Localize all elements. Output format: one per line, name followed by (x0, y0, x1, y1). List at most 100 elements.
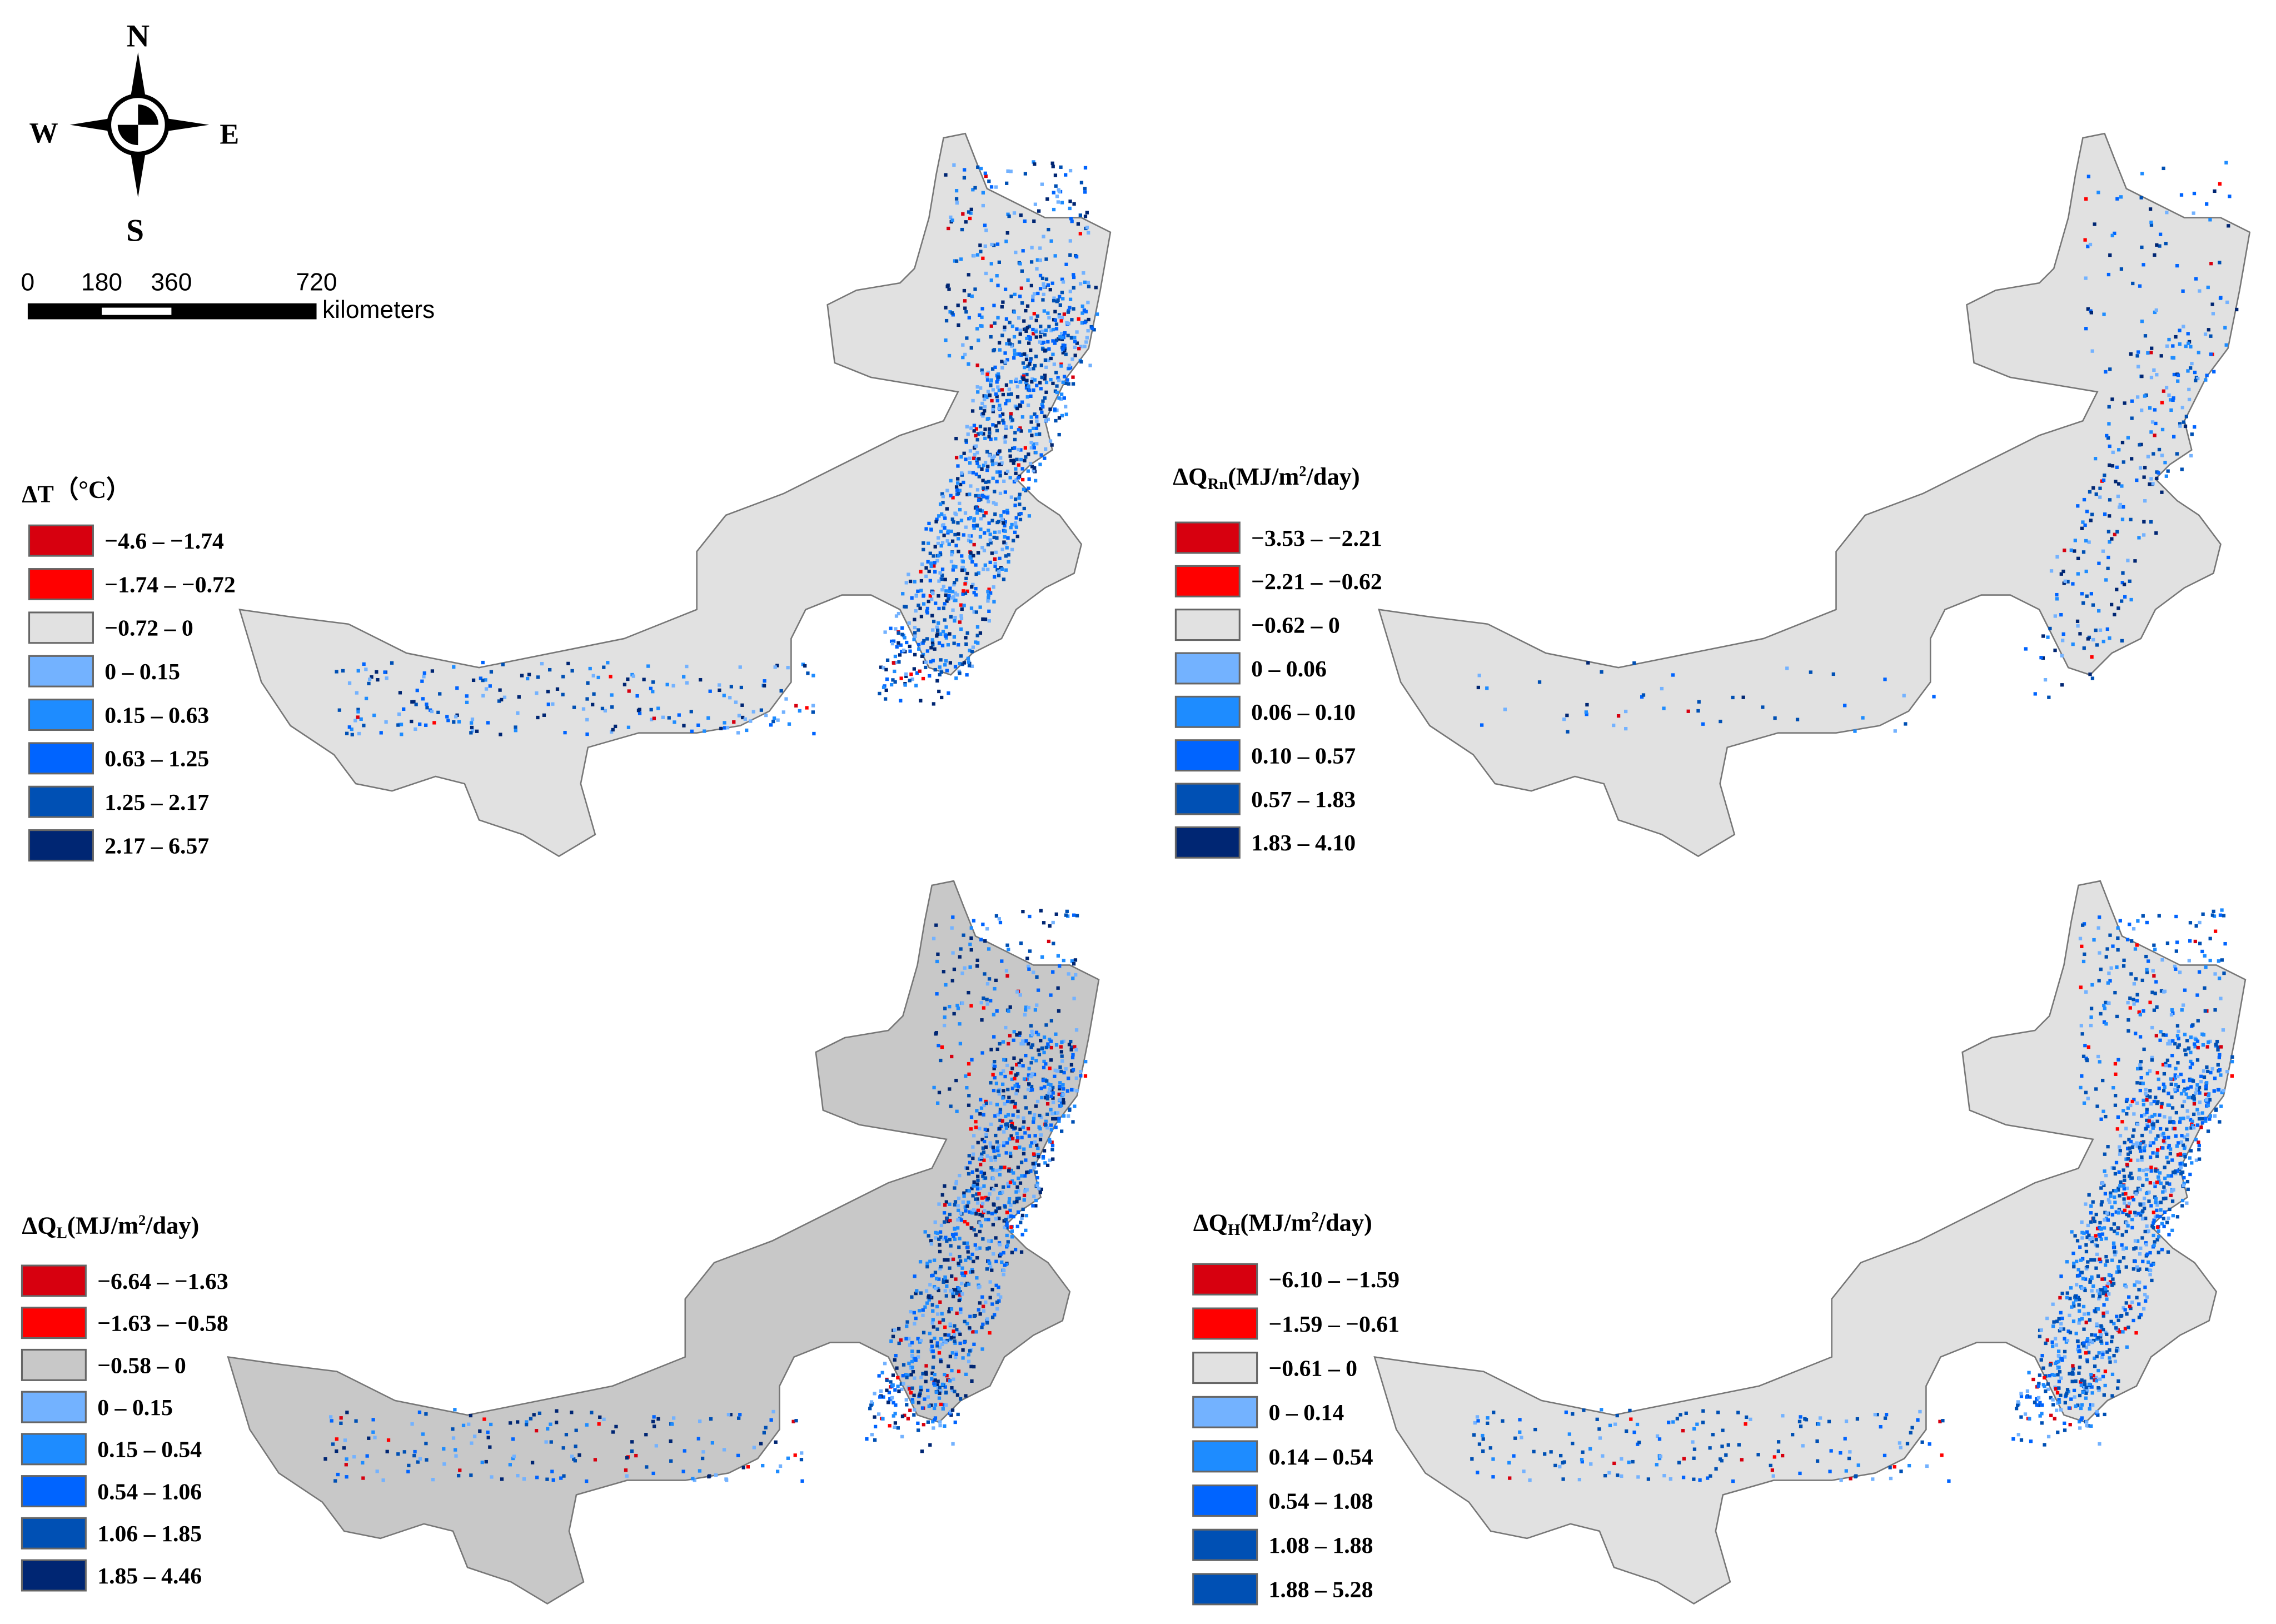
pixel (2190, 1123, 2194, 1128)
pixel (2177, 1029, 2180, 1033)
pixel (1068, 290, 1072, 293)
pixel (2116, 1379, 2120, 1383)
pixel (957, 532, 960, 536)
pixel (2194, 1158, 2199, 1162)
pixel (2125, 1221, 2129, 1225)
pixel (1027, 514, 1032, 518)
pixel (972, 1208, 976, 1212)
pixel (1054, 419, 1058, 423)
pixel (952, 595, 956, 599)
pixel (2120, 517, 2125, 521)
pixel (905, 1324, 909, 1328)
pixel (2151, 969, 2155, 973)
pixel (910, 1354, 914, 1358)
pixel (959, 1307, 963, 1311)
pixel (1062, 375, 1067, 378)
pixel (972, 1342, 976, 1346)
pixel (924, 1379, 928, 1383)
pixel (2110, 1335, 2114, 1339)
pixel (2115, 1014, 2119, 1019)
pixel (2094, 1309, 2098, 1314)
pixel (1002, 479, 1006, 484)
pixel (2175, 1034, 2180, 1038)
pixel (1013, 521, 1018, 525)
pixel (414, 703, 418, 706)
pixel (974, 563, 978, 567)
pixel (911, 1400, 915, 1404)
pixel (1025, 304, 1030, 308)
pixel (1023, 366, 1027, 370)
pixel (2212, 1089, 2216, 1093)
pixel (1708, 1446, 1712, 1450)
pixel (1562, 1460, 1566, 1464)
pixel (1032, 469, 1035, 473)
pixel (2205, 202, 2209, 206)
pixel (1009, 412, 1013, 416)
pixel (1045, 1112, 1049, 1117)
pixel (371, 1418, 375, 1422)
pixel (2193, 1042, 2197, 1046)
pixel (1776, 1449, 1780, 1453)
pixel (2057, 1386, 2061, 1390)
pixel (1032, 367, 1035, 371)
pixel (2097, 1388, 2101, 1392)
pixel (501, 662, 505, 666)
pixel (899, 699, 903, 703)
pixel (974, 444, 978, 448)
pixel (2161, 1063, 2165, 1067)
pixel (2112, 1166, 2116, 1170)
pixel (972, 526, 976, 530)
pixel (2089, 1372, 2093, 1377)
pixel (328, 1415, 333, 1419)
pixel (1025, 383, 1029, 387)
pixel (762, 1431, 766, 1434)
pixel (985, 486, 989, 490)
pixel (2150, 1278, 2154, 1283)
pixel (511, 1437, 515, 1441)
pixel (938, 1267, 942, 1271)
pixel (1005, 1233, 1009, 1238)
pixel (953, 615, 957, 620)
pixel (2106, 1218, 2110, 1222)
legend-label: −0.58 – 0 (97, 1353, 186, 1378)
pixel (943, 577, 947, 581)
pixel (960, 568, 964, 572)
pixel (869, 1400, 874, 1404)
pixel (938, 1321, 942, 1324)
pixel (794, 1419, 798, 1423)
pixel (1854, 1474, 1858, 1478)
pixel (1564, 1410, 1568, 1414)
pixel (967, 1094, 971, 1098)
pixel (2116, 1058, 2120, 1062)
pixel (1047, 358, 1050, 362)
pixel (2024, 1395, 2029, 1399)
pixel (2124, 1099, 2129, 1103)
pixel (2087, 1193, 2091, 1197)
pixel (970, 409, 975, 413)
pixel (486, 1430, 490, 1434)
pixel (2130, 939, 2134, 943)
pixel (2101, 1314, 2105, 1318)
pixel (2095, 1322, 2099, 1326)
pixel (950, 1274, 954, 1278)
pixel (1682, 1457, 1686, 1461)
pixel (2228, 195, 2232, 198)
pixel (2126, 559, 2130, 562)
pixel (964, 642, 968, 646)
pixel (2135, 1144, 2139, 1148)
pixel (1056, 376, 1060, 380)
pixel (961, 343, 965, 347)
pixel (1071, 382, 1075, 386)
pixel (2164, 1033, 2168, 1037)
pixel (2209, 262, 2213, 266)
pixel (972, 519, 976, 523)
pixel (1017, 1196, 1021, 1200)
pixel (988, 1141, 992, 1145)
pixel (1008, 321, 1012, 325)
pixel (2219, 1045, 2223, 1049)
pixel (2118, 1330, 2121, 1334)
pixel (886, 1401, 890, 1404)
pixel (2165, 1058, 2170, 1062)
pixel (1030, 465, 1034, 469)
pixel (625, 1474, 629, 1478)
